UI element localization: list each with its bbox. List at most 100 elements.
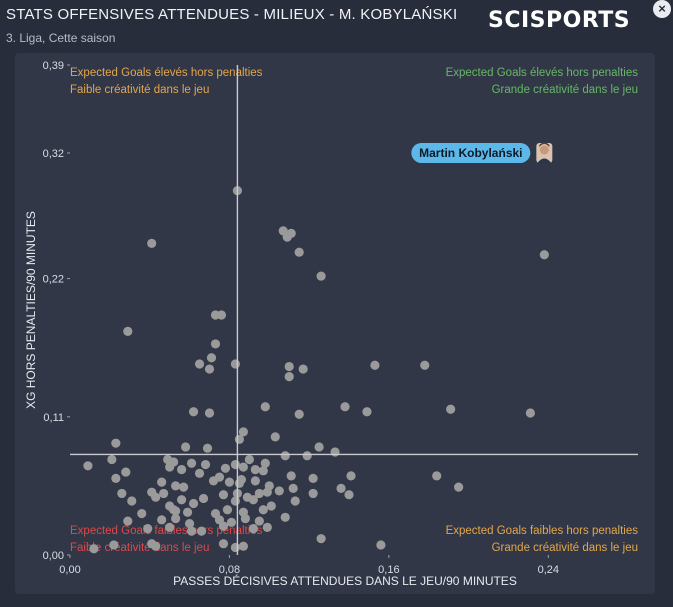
highlight-label: Martin Kobylański: [419, 146, 522, 160]
data-point: [180, 442, 191, 452]
data-point: [260, 458, 270, 468]
data-point: [143, 524, 153, 534]
data-points: [83, 186, 549, 554]
data-point: [346, 471, 356, 481]
data-point: [177, 495, 187, 505]
data-point: [188, 498, 199, 509]
data-point: [171, 513, 181, 524]
data-point: [165, 522, 175, 532]
quadrant-label-top-left: Expected Goals élevés hors penalties: [70, 67, 263, 79]
data-point: [284, 361, 294, 372]
data-point: [220, 463, 231, 473]
data-point: [188, 407, 199, 417]
quadrant-label-bottom-right: Expected Goals faibles hors penalties: [446, 525, 639, 537]
data-point: [196, 526, 207, 536]
data-point: [127, 496, 137, 506]
data-point: [230, 459, 241, 470]
quadrant-labels: Expected Goals élevés hors penalties Faib…: [70, 67, 638, 554]
quadrant-label-top-right: Grande créativité dans le jeu: [492, 84, 638, 96]
y-axis-title: XG HORS PENALTIES/90 MINUTES: [24, 211, 38, 409]
data-point: [230, 359, 241, 369]
data-point: [248, 524, 258, 534]
data-point: [151, 492, 161, 502]
page-title: STATS OFFENSIVES ATTENDUES - MILIEUX - M…: [6, 6, 458, 23]
data-point: [111, 473, 121, 483]
data-point: [184, 518, 195, 529]
data-point: [362, 407, 372, 417]
data-point: [288, 483, 298, 494]
player-avatar-icon: [536, 142, 553, 163]
close-button[interactable]: ×: [653, 0, 671, 18]
data-point: [308, 488, 318, 499]
data-point: [250, 476, 260, 486]
data-point: [336, 483, 346, 494]
data-point: [234, 434, 245, 445]
quadrant-label-bottom-left: Faible créativité dans le jeu: [70, 542, 209, 554]
data-point: [262, 487, 272, 497]
x-axis-ticks: 0,00 0,08 0,16 0,24: [59, 555, 559, 576]
data-point: [109, 540, 119, 550]
data-point: [218, 521, 229, 531]
data-point: [186, 526, 197, 536]
quadrant-label-bottom-left: Expected Goals faibles hors penalties: [70, 525, 263, 537]
data-point: [151, 541, 161, 551]
data-point: [302, 451, 312, 461]
quadrant-label-top-right: Expected Goals élevés hors penalties: [446, 67, 639, 79]
data-point: [280, 512, 290, 522]
data-point: [266, 501, 276, 511]
data-point: [123, 326, 133, 336]
reference-lines: [70, 65, 638, 555]
x-tick-label: 0,24: [538, 564, 559, 576]
data-point: [83, 461, 93, 471]
quadrant-label-top-left: Faible créativité dans le jeu: [70, 84, 209, 96]
data-point: [238, 462, 248, 472]
data-point: [159, 488, 169, 499]
data-point: [284, 371, 294, 382]
data-point: [137, 508, 147, 519]
data-point: [254, 488, 264, 499]
data-point: [330, 447, 340, 457]
data-point: [171, 506, 181, 516]
quadrant-label-bottom-right: Grande créativité dans le jeu: [492, 542, 638, 554]
data-point: [370, 360, 380, 370]
data-point: [206, 353, 217, 363]
data-point: [147, 238, 157, 249]
data-point: [240, 513, 250, 524]
data-point: [210, 339, 221, 349]
data-point: [244, 454, 254, 465]
y-tick-label: 0,39: [43, 60, 64, 72]
x-tick-label: 0,08: [219, 564, 240, 576]
page-subtitle: 3. Liga, Cette saison: [6, 31, 116, 45]
data-point: [278, 226, 288, 236]
data-point: [290, 496, 300, 506]
data-point: [248, 495, 258, 505]
data-point: [254, 516, 264, 526]
data-point: [280, 451, 290, 461]
data-point: [230, 542, 241, 553]
data-point: [123, 516, 133, 526]
data-point: [107, 454, 117, 465]
data-point: [250, 464, 260, 475]
data-point: [111, 438, 121, 448]
data-point: [157, 477, 167, 487]
data-point: [274, 486, 284, 496]
data-point: [258, 466, 268, 476]
data-point: [234, 478, 245, 488]
data-point: [432, 471, 442, 481]
data-point: [344, 490, 354, 500]
data-point: [294, 409, 304, 419]
data-point: [340, 402, 350, 412]
data-point: [216, 310, 227, 320]
data-point: [314, 442, 324, 452]
data-point: [202, 443, 213, 453]
data-point: [238, 541, 248, 551]
data-point: [539, 250, 549, 260]
y-axis-ticks: 0,00 0,11 0,22 0,32 0,39: [43, 60, 70, 562]
data-point: [238, 427, 248, 437]
data-point: [454, 482, 464, 492]
data-point: [258, 505, 268, 515]
highlight-player[interactable]: Martin Kobylański: [411, 142, 553, 163]
data-point: [286, 471, 296, 481]
